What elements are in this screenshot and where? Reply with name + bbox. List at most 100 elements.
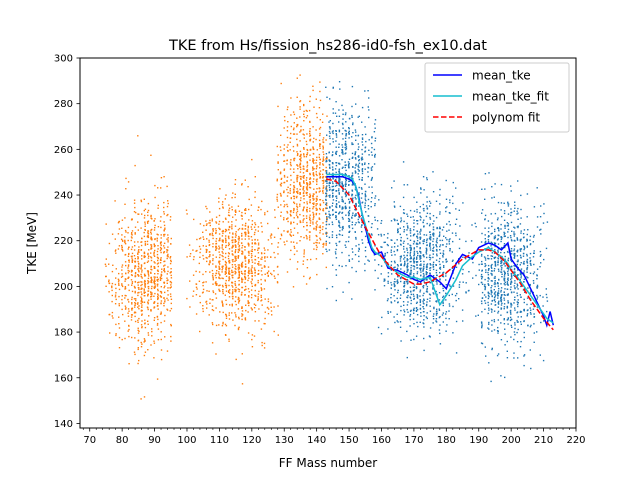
scatter-point [387,275,390,278]
scatter-point [300,130,302,132]
scatter-point [494,283,497,285]
scatter-point [251,246,253,248]
scatter-point [352,183,354,185]
scatter-point [409,251,412,253]
scatter-point [141,293,143,296]
scatter-point [319,204,322,207]
scatter-point [358,216,360,219]
scatter-point [439,249,441,251]
scatter-point [500,299,503,301]
scatter-point [490,241,492,243]
scatter-point [150,272,152,274]
scatter-point [326,157,328,159]
scatter-point [487,283,489,285]
scatter-point [428,335,431,337]
scatter-point [247,225,249,228]
scatter-point [406,237,409,240]
scatter-point [394,242,396,244]
scatter-point [484,227,486,229]
scatter-point [412,293,415,296]
scatter-point [141,281,143,283]
scatter-point [449,285,451,287]
scatter-point [228,209,230,211]
scatter-point [248,277,250,279]
scatter-point [517,212,519,214]
scatter-point [131,282,133,285]
scatter-point [150,281,152,283]
scatter-point [500,260,502,262]
scatter-point [413,229,415,231]
scatter-point [283,205,285,208]
scatter-point [510,282,512,284]
scatter-point [331,166,334,168]
scatter-point [135,299,137,302]
scatter-point [364,269,366,272]
scatter-point [309,239,311,241]
scatter-point [516,283,518,285]
scatter-point [137,321,139,323]
scatter-point [533,263,535,266]
scatter-point [232,233,234,235]
scatter-point [325,194,328,196]
scatter-point [429,254,431,256]
scatter-point [400,268,402,270]
scatter-point [436,300,438,302]
scatter-point [339,211,341,213]
scatter-point [325,221,328,223]
scatter-point [406,225,409,227]
scatter-point [352,143,354,145]
scatter-point [167,299,169,301]
scatter-point [244,249,246,251]
scatter-point [241,262,243,265]
scatter-point [150,265,152,267]
scatter-point [404,262,406,265]
scatter-point [258,290,260,293]
scatter-point [131,261,133,263]
scatter-point [221,245,223,247]
scatter-point [504,271,506,273]
scatter-point [108,282,110,284]
scatter-point [219,268,221,270]
scatter-point [138,305,140,307]
scatter-point [484,308,486,310]
scatter-point [484,234,486,236]
scatter-point [516,213,518,215]
scatter-point [341,211,344,214]
scatter-point [234,257,236,259]
scatter-point [384,252,386,255]
scatter-point [348,166,350,169]
scatter-point [344,207,347,209]
scatter-point [206,260,208,263]
scatter-point [121,308,123,311]
scatter-point [487,271,489,274]
scatter-point [497,249,499,252]
scatter-point [302,188,304,191]
scatter-point [308,186,311,189]
scatter-point [540,233,542,235]
scatter-point [344,129,346,132]
scatter-point [315,98,317,100]
scatter-point [322,139,324,141]
scatter-point [167,237,169,239]
scatter-point [342,185,344,188]
scatter-point [244,294,246,296]
scatter-point [305,186,308,188]
scatter-point [347,164,350,166]
scatter-point [442,244,444,246]
scatter-point [480,321,483,323]
scatter-point [261,231,263,233]
scatter-point [248,270,250,272]
scatter-point [159,249,162,252]
scatter-point [308,183,311,186]
scatter-point [494,277,496,279]
scatter-point [423,298,425,300]
scatter-point [338,213,340,215]
scatter-point [300,236,302,238]
scatter-point [266,272,269,274]
scatter-point [257,226,260,228]
scatter-point [242,314,244,316]
scatter-point [286,146,288,148]
scatter-point [354,224,356,226]
scatter-point [416,211,418,213]
scatter-point [192,274,195,276]
